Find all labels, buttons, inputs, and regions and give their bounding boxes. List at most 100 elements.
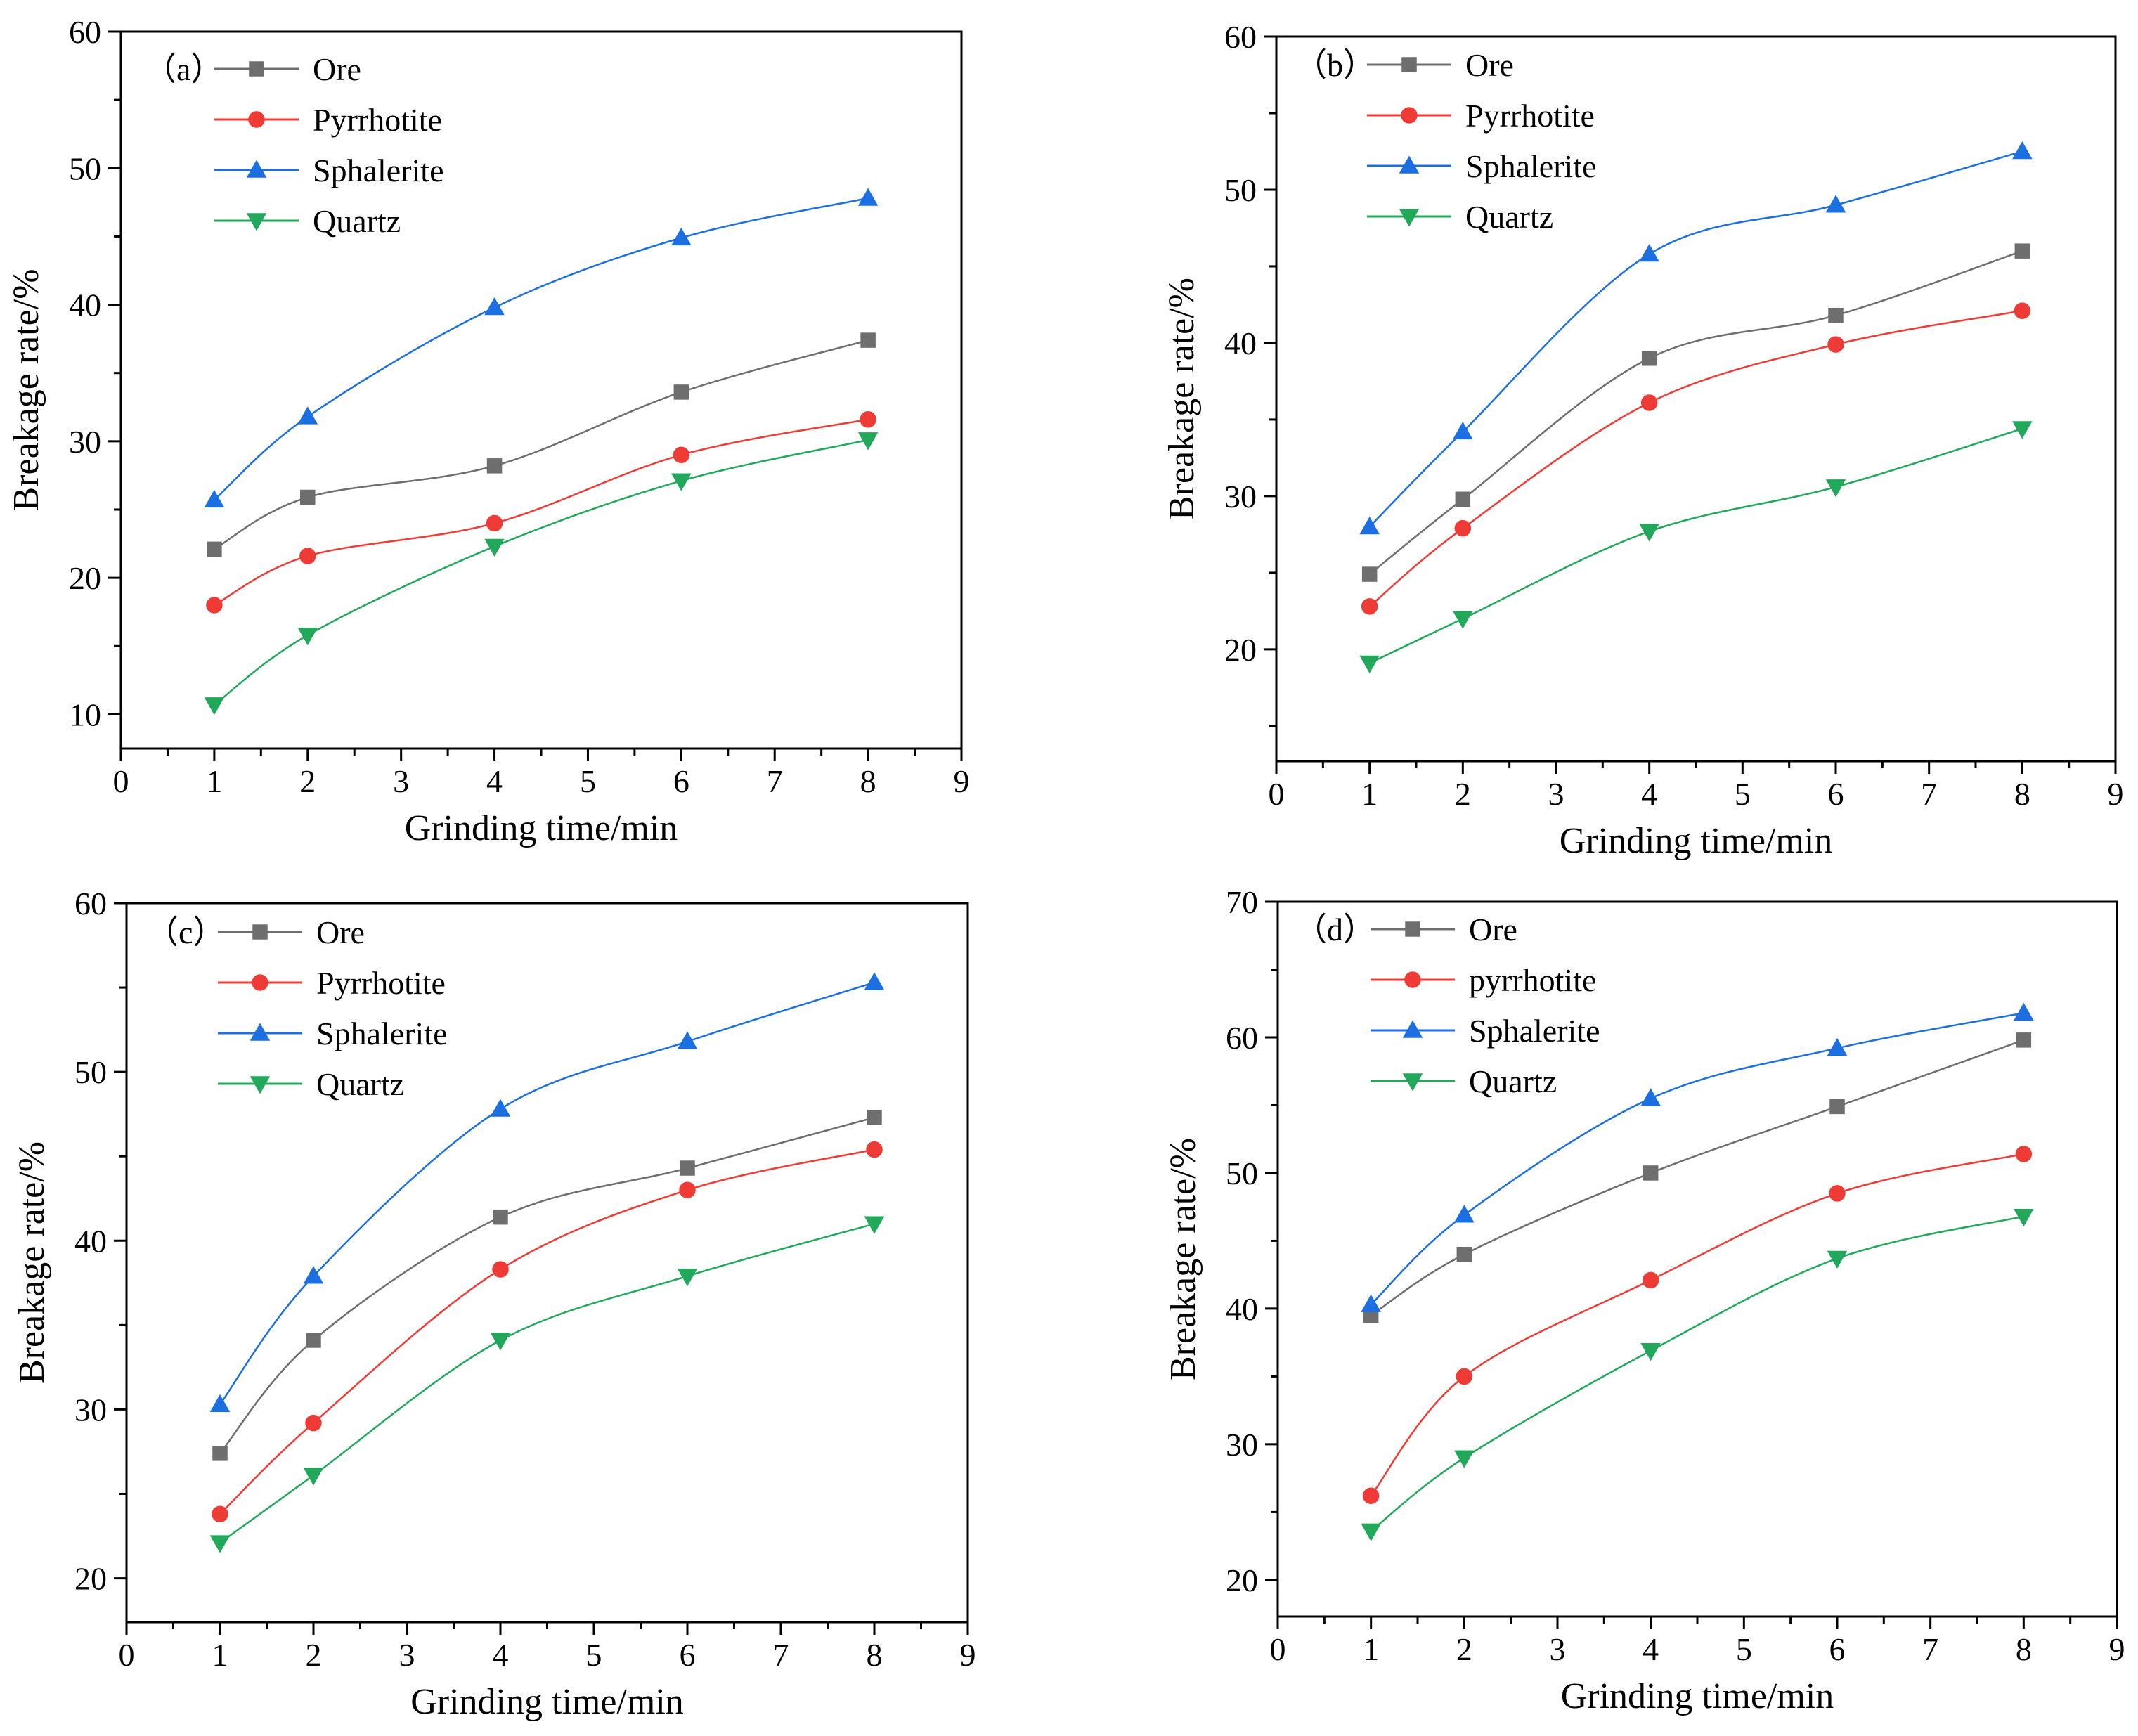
data-point-quartz xyxy=(1453,611,1473,629)
legend-label: Ore xyxy=(316,914,365,950)
data-point-ore xyxy=(1828,307,1844,323)
data-point-sphalerite xyxy=(677,1031,698,1049)
y-axis-title: Breakage rate/% xyxy=(6,268,46,511)
panel-b-chart: 0 1 2 3 4 5 6 7 8 9 20 30 40 50 60 Grinding time/min Bre… xyxy=(1162,19,2124,861)
data-point-pyrrhotite xyxy=(1362,1487,1380,1504)
y-tick-label: 50 xyxy=(69,150,101,186)
x-tick-label: 9 xyxy=(2109,1631,2125,1667)
y-tick-label: 40 xyxy=(1226,1291,1258,1327)
legend-marker-sphalerite xyxy=(1399,155,1420,174)
y-tick-label: 60 xyxy=(69,14,101,50)
y-tick-label: 60 xyxy=(1226,1020,1258,1056)
legend-marker-pyrrhotite xyxy=(252,974,268,991)
series-line-ore xyxy=(214,339,869,550)
y-tick-label: 40 xyxy=(69,287,101,323)
data-point-sphalerite xyxy=(2012,141,2033,160)
data-point-sphalerite xyxy=(1640,1088,1661,1106)
legend-label: pyrrhotite xyxy=(1469,962,1596,998)
legend-label: Sphalerite xyxy=(313,153,444,188)
legend-label: Pyrrhotite xyxy=(316,965,446,1001)
y-axis-title: Breakage rate/% xyxy=(1162,278,1202,520)
data-point-pyrrhotite xyxy=(1454,519,1472,537)
series-quartz xyxy=(204,432,879,715)
x-tick-label: 2 xyxy=(1456,1631,1472,1667)
y-tick-label: 30 xyxy=(1224,479,1257,514)
data-point-pyrrhotite xyxy=(492,1261,509,1278)
data-point-ore xyxy=(673,384,689,400)
x-tick-label: 5 xyxy=(1736,1631,1752,1667)
x-tick-label: 2 xyxy=(1455,776,1471,812)
series-sphalerite xyxy=(204,188,879,508)
x-tick-label: 4 xyxy=(1643,1631,1659,1667)
legend: Ore Pyrrhotite Sphalerite Quartz xyxy=(1367,47,1597,235)
legend-label: Sphalerite xyxy=(1469,1013,1600,1049)
x-tick-label: 5 xyxy=(586,1637,602,1673)
data-point-quartz xyxy=(1827,1250,1848,1269)
plot-frame xyxy=(125,902,969,1624)
data-point-ore xyxy=(300,489,316,505)
y-tick-label: 30 xyxy=(1226,1427,1258,1463)
data-point-quartz xyxy=(677,1268,698,1287)
data-point-quartz xyxy=(490,1333,511,1351)
panel-label: （c） xyxy=(146,914,225,950)
legend: Ore Pyrrhotite Sphalerite Quartz xyxy=(214,51,444,239)
x-tick-label: 4 xyxy=(1641,776,1657,812)
data-point-pyrrhotite xyxy=(299,548,316,564)
data-point-sphalerite xyxy=(857,188,879,206)
legend-label: Ore xyxy=(313,51,361,87)
data-point-pyrrhotite xyxy=(305,1414,322,1432)
data-point-ore xyxy=(860,332,876,348)
legend: Ore Pyrrhotite Sphalerite Quartz xyxy=(218,914,448,1102)
panel-label: （d） xyxy=(1295,912,1375,947)
x-tick-label: 0 xyxy=(1269,776,1285,812)
x-tick-label: 3 xyxy=(1550,1631,1566,1667)
y-tick-label: 30 xyxy=(69,424,101,460)
y-tick-label: 30 xyxy=(74,1392,107,1427)
data-point-quartz xyxy=(204,697,225,715)
panel-label: （b） xyxy=(1295,47,1375,83)
y-tick-label: 70 xyxy=(1226,884,1258,920)
series-line-quartz xyxy=(214,439,869,706)
data-point-sphalerite xyxy=(303,1266,324,1284)
legend-marker-sphalerite xyxy=(246,160,267,178)
y-tick-label: 60 xyxy=(74,886,107,921)
data-point-pyrrhotite xyxy=(2014,302,2031,319)
x-axis-title: Grinding time/min xyxy=(410,1682,684,1722)
y-tick-label: 10 xyxy=(69,697,101,732)
data-point-sphalerite xyxy=(2014,1002,2034,1021)
x-tick-label: 7 xyxy=(1922,1631,1938,1667)
legend-marker-quartz xyxy=(250,1076,271,1094)
legend-marker-ore xyxy=(249,61,264,77)
series-pyrrhotite xyxy=(1361,302,2031,615)
data-point-quartz xyxy=(303,1468,324,1486)
legend-marker-quartz xyxy=(246,213,267,231)
data-point-pyrrhotite xyxy=(1827,336,1844,353)
x-tick-label: 6 xyxy=(1829,1631,1846,1667)
series-pyrrhotite xyxy=(1362,1146,2033,1504)
data-point-quartz xyxy=(1361,1523,1381,1541)
series-pyrrhotite xyxy=(212,1141,883,1523)
x-tick-label: 0 xyxy=(1270,1631,1286,1667)
data-point-sphalerite xyxy=(209,1394,231,1412)
panel-label: （a） xyxy=(144,51,223,87)
data-point-ore xyxy=(493,1209,508,1225)
legend-marker-ore xyxy=(252,924,268,940)
series-quartz xyxy=(209,1216,885,1553)
data-point-quartz xyxy=(2012,421,2033,439)
plot-frame xyxy=(119,30,963,750)
data-point-ore xyxy=(1829,1099,1845,1115)
y-tick-label: 50 xyxy=(1224,172,1257,208)
data-point-ore xyxy=(680,1160,695,1176)
data-point-sphalerite xyxy=(297,406,318,425)
data-point-pyrrhotite xyxy=(206,597,223,614)
series-ore xyxy=(1361,243,2030,582)
x-tick-label: 5 xyxy=(580,763,596,799)
data-point-ore xyxy=(306,1333,321,1348)
data-point-sphalerite xyxy=(864,972,885,990)
series-line-sphalerite xyxy=(214,197,869,501)
x-tick-label: 2 xyxy=(299,763,316,799)
y-tick-label: 40 xyxy=(74,1223,107,1259)
legend-marker-pyrrhotite xyxy=(1404,971,1421,988)
x-tick-label: 8 xyxy=(2014,776,2030,812)
data-point-quartz xyxy=(297,627,318,646)
